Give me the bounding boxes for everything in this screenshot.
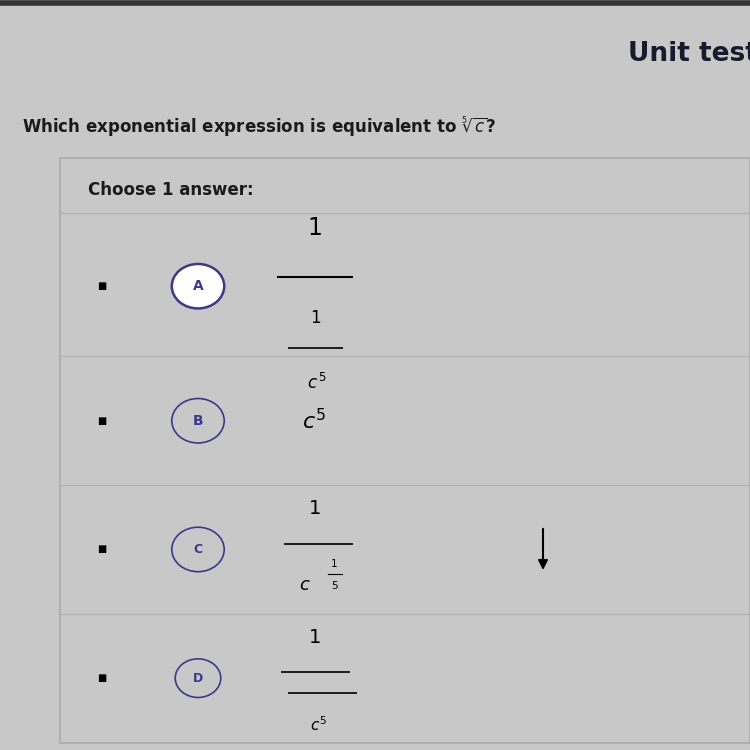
Text: 1: 1 xyxy=(332,559,338,569)
Text: Unit test: Unit test xyxy=(628,40,750,67)
Text: ■: ■ xyxy=(97,281,106,291)
Text: Choose 1 answer:: Choose 1 answer: xyxy=(88,181,254,199)
Text: D: D xyxy=(193,672,203,685)
Text: $c^{5}$: $c^{5}$ xyxy=(302,408,326,434)
Text: 1: 1 xyxy=(308,216,322,240)
Text: C: C xyxy=(194,543,202,556)
Text: ■: ■ xyxy=(97,416,106,426)
Circle shape xyxy=(172,264,224,308)
Text: ■: ■ xyxy=(97,674,106,683)
Text: $c^{\,5}$: $c^{\,5}$ xyxy=(308,373,328,393)
Text: Which exponential expression is equivalent to $\sqrt[5]{c}$?: Which exponential expression is equivale… xyxy=(22,116,496,140)
Text: A: A xyxy=(193,279,203,293)
Text: 1: 1 xyxy=(309,628,322,646)
Text: 5: 5 xyxy=(332,581,338,591)
Text: 1: 1 xyxy=(309,499,322,518)
Text: $c^5$: $c^5$ xyxy=(310,716,327,734)
Text: ■: ■ xyxy=(97,544,106,554)
Text: $c$: $c$ xyxy=(299,575,310,593)
Text: B: B xyxy=(193,414,203,428)
Text: 1: 1 xyxy=(310,309,320,327)
